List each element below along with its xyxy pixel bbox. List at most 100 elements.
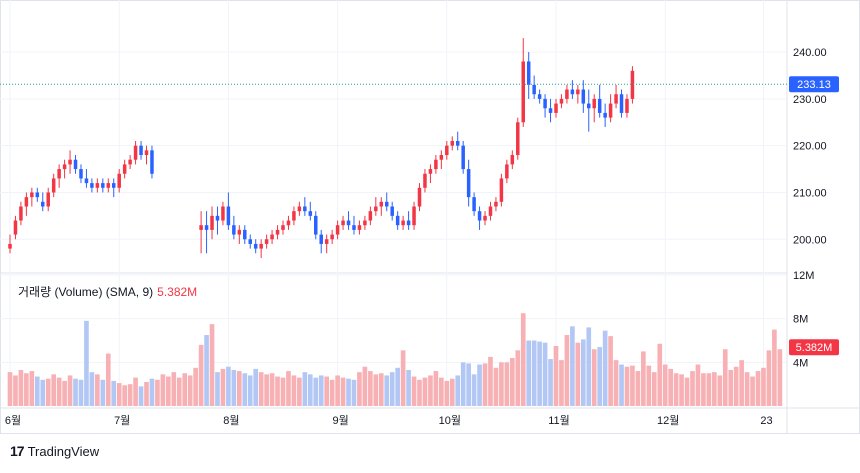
volume-bar[interactable]	[280, 377, 286, 406]
candle-body[interactable]	[499, 178, 504, 202]
volume-bar[interactable]	[78, 379, 84, 406]
candle-body[interactable]	[292, 211, 296, 221]
candle-body[interactable]	[450, 141, 455, 146]
volume-bar[interactable]	[531, 340, 537, 407]
volume-bar[interactable]	[144, 381, 149, 406]
candle-body[interactable]	[521, 61, 525, 123]
candle-body[interactable]	[576, 89, 580, 95]
candle-body[interactable]	[106, 183, 111, 188]
candle-body[interactable]	[270, 234, 274, 240]
volume-bar[interactable]	[198, 344, 204, 406]
volume-bar[interactable]	[29, 371, 35, 406]
volume-bar[interactable]	[176, 377, 182, 406]
volume-bar[interactable]	[122, 385, 127, 406]
candle-body[interactable]	[330, 234, 334, 240]
candle-body[interactable]	[286, 220, 291, 226]
candle-body[interactable]	[122, 164, 127, 174]
candle-body[interactable]	[614, 94, 618, 104]
volume-bar[interactable]	[13, 375, 18, 406]
candle-body[interactable]	[597, 98, 602, 113]
candle-body[interactable]	[314, 215, 318, 235]
volume-bar[interactable]	[548, 359, 553, 406]
volume-bar[interactable]	[504, 362, 510, 406]
volume-bar[interactable]	[105, 353, 111, 406]
volume-bar[interactable]	[329, 379, 335, 406]
volume-bar[interactable]	[182, 373, 188, 406]
candle-body[interactable]	[221, 206, 225, 221]
candle-body[interactable]	[483, 215, 487, 221]
volume-bar[interactable]	[253, 368, 259, 406]
candle-body[interactable]	[505, 164, 509, 179]
candle-body[interactable]	[390, 206, 394, 216]
candle-body[interactable]	[384, 201, 389, 207]
candle-body[interactable]	[73, 159, 78, 170]
volume-bar[interactable]	[684, 377, 690, 406]
volume-bar[interactable]	[455, 375, 461, 406]
candle-body[interactable]	[472, 197, 476, 212]
tradingview-brand[interactable]: 17 TradingView	[10, 443, 99, 459]
candle-body[interactable]	[13, 220, 18, 235]
volume-bar[interactable]	[346, 378, 351, 406]
candle-body[interactable]	[510, 155, 515, 165]
volume-bar[interactable]	[706, 373, 712, 406]
candle-body[interactable]	[379, 201, 384, 207]
candle-body[interactable]	[363, 220, 367, 226]
last-price-tag[interactable]	[789, 76, 839, 93]
candle-body[interactable]	[199, 225, 203, 230]
candle-body[interactable]	[139, 145, 143, 156]
volume-bar[interactable]	[526, 340, 532, 407]
volume-bar[interactable]	[187, 375, 193, 406]
volume-bar[interactable]	[166, 376, 171, 406]
volume-bar[interactable]	[411, 376, 417, 406]
candle-body[interactable]	[51, 178, 56, 193]
volume-bar[interactable]	[302, 372, 308, 406]
candle-body[interactable]	[608, 103, 613, 118]
volume-bar[interactable]	[116, 383, 122, 406]
volume-bar[interactable]	[630, 365, 635, 406]
candle-body[interactable]	[625, 98, 629, 113]
volume-bar[interactable]	[40, 379, 46, 406]
volume-bar[interactable]	[204, 335, 209, 406]
volume-bar[interactable]	[67, 375, 73, 406]
candle-body[interactable]	[259, 243, 263, 249]
candle-body[interactable]	[630, 70, 635, 99]
volume-bar[interactable]	[95, 374, 100, 406]
candle-body[interactable]	[439, 155, 444, 160]
candle-body[interactable]	[35, 192, 40, 198]
candle-body[interactable]	[587, 103, 591, 109]
volume-bar[interactable]	[777, 349, 783, 406]
volume-bar[interactable]	[307, 374, 313, 406]
candle-body[interactable]	[232, 225, 236, 235]
candle-body[interactable]	[297, 206, 302, 212]
candle-body[interactable]	[150, 150, 154, 174]
volume-bar[interactable]	[515, 350, 521, 406]
volume-bar[interactable]	[286, 371, 291, 406]
volume-bar[interactable]	[520, 313, 526, 406]
volume-bar[interactable]	[340, 377, 346, 406]
volume-bar[interactable]	[728, 369, 734, 406]
candle-body[interactable]	[24, 197, 29, 207]
volume-bar[interactable]	[406, 369, 411, 406]
volume-bar[interactable]	[542, 342, 548, 406]
volume-bar[interactable]	[449, 378, 455, 406]
volume-bar[interactable]	[378, 373, 384, 406]
volume-bar[interactable]	[553, 345, 559, 406]
candle-body[interactable]	[95, 183, 100, 188]
volume-bar[interactable]	[384, 375, 390, 406]
volume-bar[interactable]	[51, 374, 57, 406]
volume-bar[interactable]	[602, 330, 608, 406]
volume-bar[interactable]	[34, 376, 40, 406]
volume-bar[interactable]	[460, 362, 466, 406]
volume-bar[interactable]	[488, 356, 493, 406]
volume-sma-tag[interactable]	[789, 339, 839, 356]
volume-bar[interactable]	[264, 374, 269, 406]
candle-body[interactable]	[133, 145, 138, 160]
candle-body[interactable]	[559, 98, 564, 104]
volume-bar[interactable]	[444, 380, 450, 406]
candle-body[interactable]	[619, 94, 624, 113]
volume-bar[interactable]	[744, 372, 750, 406]
volume-bar[interactable]	[564, 335, 570, 406]
volume-bar[interactable]	[100, 379, 106, 406]
volume-bar[interactable]	[635, 371, 641, 406]
